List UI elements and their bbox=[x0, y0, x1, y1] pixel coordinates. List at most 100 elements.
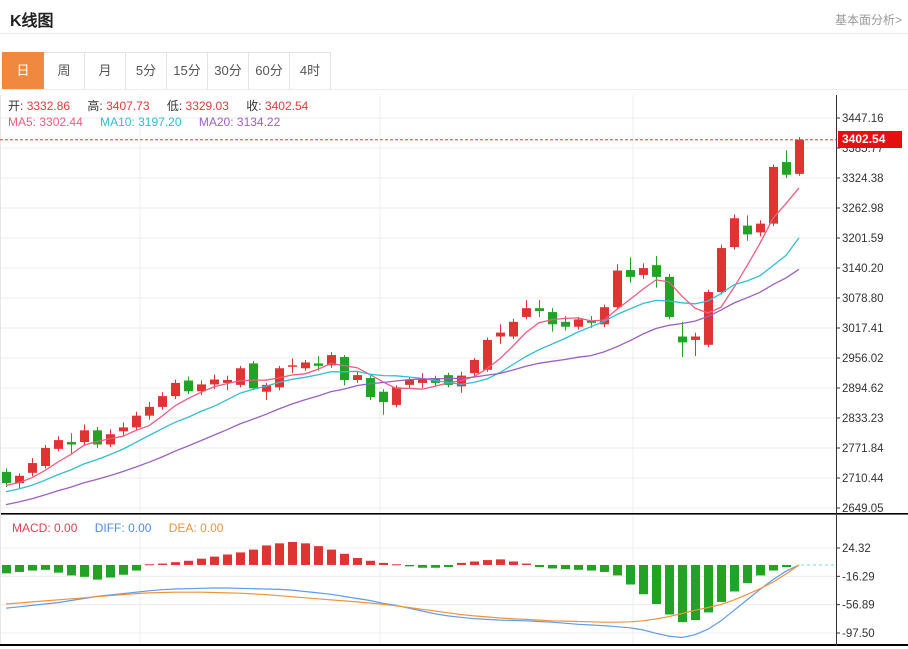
tab-month[interactable]: 月 bbox=[85, 52, 126, 90]
macd-axis-tick: -56.89 bbox=[842, 600, 875, 612]
macd-bar bbox=[444, 564, 453, 568]
candle-body bbox=[496, 332, 505, 337]
candle-body bbox=[145, 406, 154, 416]
tab-5min[interactable]: 5分 bbox=[126, 52, 167, 90]
candle-body bbox=[756, 223, 765, 233]
candle-body bbox=[548, 312, 557, 325]
candle-body bbox=[119, 427, 128, 432]
macd-bar bbox=[236, 552, 245, 565]
open-value: 3332.86 bbox=[26, 99, 71, 113]
macd-bar bbox=[652, 564, 661, 605]
macd-bar bbox=[730, 564, 739, 592]
macd-bar bbox=[639, 564, 648, 595]
ma5-line bbox=[5, 187, 800, 487]
open-label: 开: bbox=[8, 99, 24, 113]
page-title: K线图 bbox=[10, 13, 54, 30]
candle-body bbox=[639, 268, 648, 275]
candle-body bbox=[171, 382, 180, 397]
candle-body bbox=[717, 248, 726, 293]
main-axis-tick: 2956.02 bbox=[842, 353, 884, 365]
candle-body bbox=[743, 225, 752, 235]
macd-bar bbox=[678, 564, 687, 623]
macd-bar bbox=[171, 562, 180, 565]
tab-day[interactable]: 日 bbox=[2, 52, 44, 90]
candle-body bbox=[678, 336, 687, 343]
candle-body bbox=[15, 475, 24, 484]
macd-bar bbox=[431, 564, 440, 568]
low-label: 低: bbox=[166, 99, 183, 113]
macd-bar bbox=[119, 564, 128, 575]
candle-body bbox=[470, 359, 479, 374]
panel-divider bbox=[0, 513, 908, 515]
main-axis-tick: 3140.20 bbox=[842, 263, 884, 275]
tab-30min[interactable]: 30分 bbox=[208, 52, 249, 90]
high-value: 3407.73 bbox=[106, 99, 150, 113]
candle-body bbox=[626, 270, 635, 277]
macd-bar bbox=[223, 554, 232, 565]
macd-bar bbox=[327, 549, 336, 565]
candle-body bbox=[379, 391, 388, 402]
high-label: 高: bbox=[87, 99, 103, 113]
candle-body bbox=[210, 379, 219, 385]
macd-bar bbox=[249, 549, 258, 565]
ma10-value: 3197.20 bbox=[138, 115, 182, 129]
fundamental-analysis-link[interactable]: 基本面分析> bbox=[834, 13, 902, 27]
macd-bar bbox=[392, 564, 401, 566]
candle-body bbox=[613, 270, 622, 308]
candles-group bbox=[2, 137, 804, 488]
candle-body bbox=[288, 365, 297, 367]
macd-bar bbox=[301, 543, 310, 565]
macd-bar bbox=[158, 563, 167, 565]
macd-bar bbox=[366, 560, 375, 565]
main-axis-tick: 2833.23 bbox=[842, 413, 884, 425]
candle-body bbox=[392, 387, 401, 405]
macd-bar bbox=[587, 564, 596, 571]
candle-body bbox=[535, 308, 544, 312]
macd-bar bbox=[145, 564, 154, 566]
candle-body bbox=[704, 292, 713, 345]
main-axis-tick: 3078.80 bbox=[842, 293, 884, 305]
macd-bar bbox=[561, 564, 570, 570]
candle-body bbox=[574, 319, 583, 327]
macd-bar bbox=[769, 564, 778, 571]
macd-bar bbox=[379, 562, 388, 565]
macd-bar bbox=[275, 543, 284, 565]
candle-body bbox=[236, 368, 245, 385]
macd-bar bbox=[405, 564, 414, 567]
macd-label: MACD: bbox=[12, 521, 51, 535]
main-axis-tick: 3262.98 bbox=[842, 203, 884, 215]
candle-body bbox=[301, 362, 310, 369]
candle-body bbox=[54, 440, 63, 449]
macd-bar bbox=[509, 561, 518, 565]
diff-label: DIFF: bbox=[94, 521, 125, 535]
candle-body bbox=[314, 363, 323, 366]
candle-body bbox=[782, 162, 791, 175]
macd-bar bbox=[418, 564, 427, 568]
macd-bar bbox=[691, 564, 700, 621]
macd-bar bbox=[548, 564, 557, 569]
candle-body bbox=[197, 384, 206, 392]
main-axis-tick: 3017.41 bbox=[842, 323, 884, 335]
main-axis-tick: 2771.84 bbox=[842, 443, 884, 455]
candle-body bbox=[327, 355, 336, 366]
candle-body bbox=[158, 396, 167, 407]
macd-bar bbox=[210, 556, 219, 565]
candle-body bbox=[106, 434, 115, 445]
period-tabs: 日周月 5分 15分 30分 60分 4时 bbox=[2, 52, 331, 90]
candle-body bbox=[132, 415, 141, 428]
macd-bar bbox=[665, 564, 674, 615]
macd-bar bbox=[288, 541, 297, 565]
ma20-value: 3134.22 bbox=[236, 115, 281, 129]
tab-60min[interactable]: 60分 bbox=[249, 52, 290, 90]
macd-bar bbox=[756, 564, 765, 576]
candle-body bbox=[184, 380, 193, 392]
ma10-line bbox=[5, 237, 800, 493]
macd-bar bbox=[2, 564, 11, 574]
candle-body bbox=[509, 321, 518, 337]
macd-bar bbox=[626, 564, 635, 585]
dea-line bbox=[5, 564, 800, 623]
macd-bar bbox=[28, 564, 37, 571]
candle-body bbox=[587, 320, 596, 323]
